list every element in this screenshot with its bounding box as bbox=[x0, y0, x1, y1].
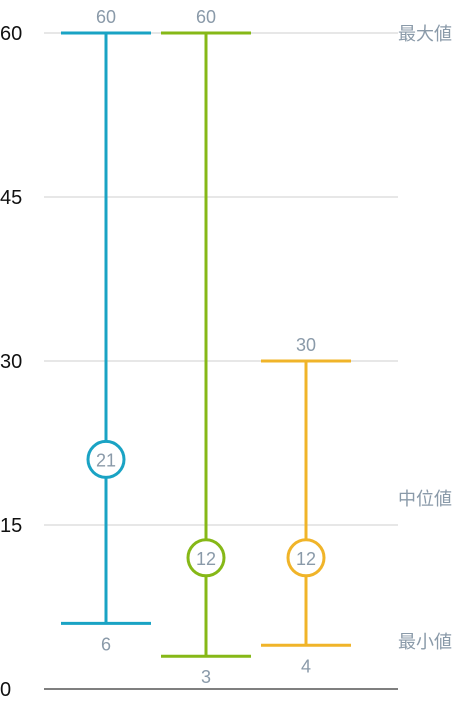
legend-max-label: 最大値 bbox=[398, 24, 452, 44]
y-tick-label-30: 30 bbox=[0, 351, 22, 373]
max-value-label-2: 60 bbox=[196, 7, 216, 27]
max-value-label-1: 60 bbox=[96, 7, 116, 27]
median-marker-2 bbox=[186, 538, 226, 578]
median-value-label-1: 21 bbox=[96, 450, 116, 470]
legend-median-label: 中位値 bbox=[398, 489, 452, 509]
legend-min-label: 最小値 bbox=[398, 632, 452, 652]
max-value-label-3: 30 bbox=[296, 335, 316, 355]
y-tick-label-15: 15 bbox=[0, 515, 22, 537]
min-value-label-3: 4 bbox=[301, 656, 311, 676]
min-value-label-2: 3 bbox=[201, 667, 211, 687]
y-tick-label-45: 45 bbox=[0, 187, 22, 209]
y-tick-label-60: 60 bbox=[0, 23, 22, 45]
y-tick-label-0: 0 bbox=[0, 679, 11, 701]
min-value-label-1: 6 bbox=[101, 634, 111, 654]
median-value-label-3: 12 bbox=[296, 549, 316, 569]
median-value-label-2: 12 bbox=[196, 549, 216, 569]
median-marker-1 bbox=[86, 439, 126, 479]
median-marker-3 bbox=[286, 538, 326, 578]
